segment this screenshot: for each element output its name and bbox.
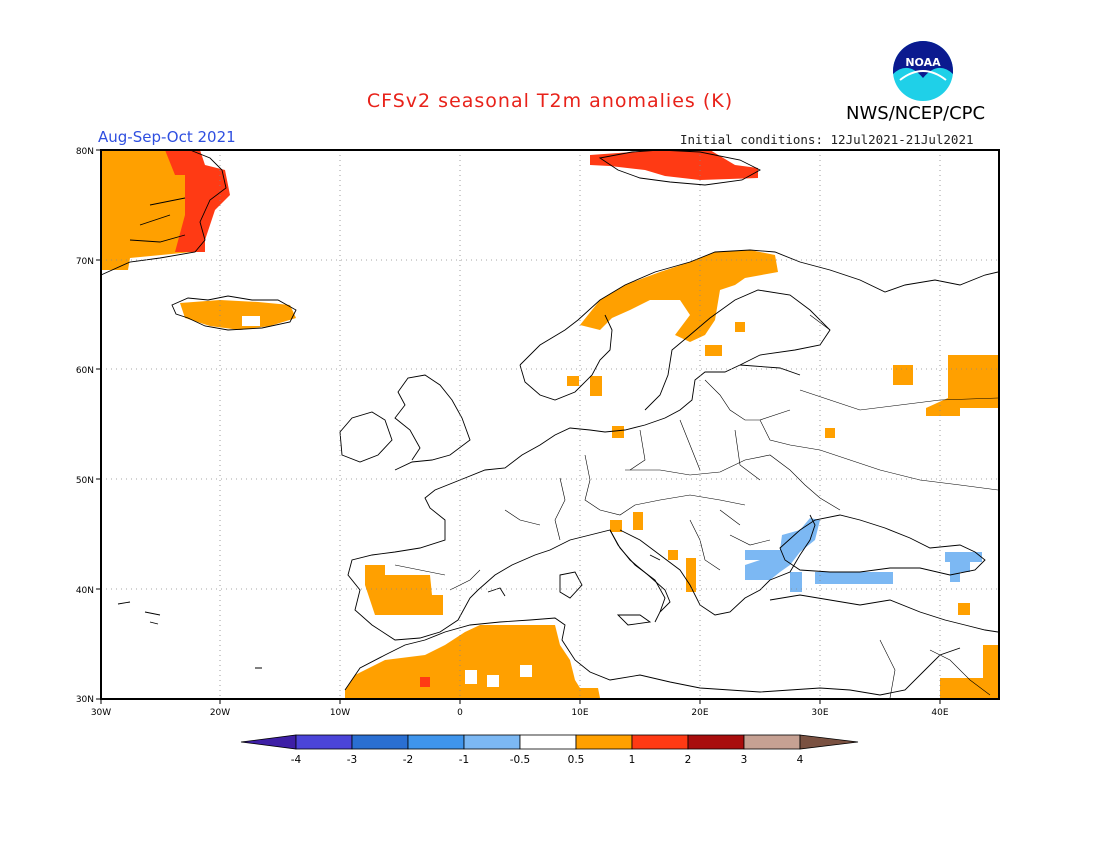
colorbar-segment [407,734,465,750]
agency-label: NWS/NCEP/CPC [846,103,986,124]
colorbar-label: -4 [291,754,302,766]
colorbar-segment [295,734,353,750]
colorbar-label: 4 [797,754,804,766]
lat-tick-label: 70N [76,257,94,267]
colorbar-label: -2 [403,754,413,766]
colorbar-label: 0.5 [568,754,585,766]
initial-conditions-label: Initial conditions: 12Jul2021-21Jul2021 [680,132,974,147]
lat-tick-label: 30N [76,695,94,705]
colorbar-label: 2 [685,754,692,766]
colorbar [240,734,859,750]
graticule [101,150,999,699]
colorbar-segment [463,734,521,750]
season-label: Aug-Sep-Oct 2021 [98,128,236,146]
lat-tick-label: 60N [76,366,94,376]
map-title: CFSv2 seasonal T2m anomalies (K) [366,90,734,112]
lat-tick-label: 80N [76,147,94,157]
lon-tick-label: 20W [210,708,230,718]
colorbar-label: -3 [347,754,357,766]
strong-warm-anomaly-areas [165,150,758,687]
cool-anomaly-areas [745,518,982,592]
colorbar-segment [240,734,297,750]
colorbar-segment [519,734,577,750]
colorbar-segment [575,734,633,750]
lon-tick-label: 30E [811,708,828,718]
noaa-logo-icon: NOAA [893,41,953,101]
colorbar-segment [631,734,689,750]
neutral-holes [242,316,532,687]
tick-marks [96,149,941,704]
lon-tick-label: 10E [571,708,588,718]
colorbar-labels: -4 -3 -2 -1 -0.5 0.5 1 2 3 4 [291,754,804,766]
lon-tick-label: 40E [931,708,948,718]
lon-tick-label: 10W [330,708,350,718]
colorbar-label: -1 [459,754,469,766]
lat-tick-label: 50N [76,476,94,486]
colorbar-segment [351,734,409,750]
colorbar-label: -0.5 [510,754,531,766]
warm-anomaly-areas [101,150,998,698]
lon-tick-label: 20E [691,708,708,718]
coastlines [100,149,999,696]
lat-tick-label: 40N [76,586,94,596]
colorbar-segment [743,734,801,750]
country-borders [394,314,999,699]
lon-tick-label: 0 [457,708,463,718]
colorbar-label: 1 [629,754,636,766]
colorbar-segment [687,734,745,750]
map-frame [100,149,1000,700]
colorbar-label: 3 [741,754,748,766]
colorbar-segment [799,734,859,750]
lon-tick-label: 30W [91,708,111,718]
svg-text:NOAA: NOAA [905,56,941,69]
